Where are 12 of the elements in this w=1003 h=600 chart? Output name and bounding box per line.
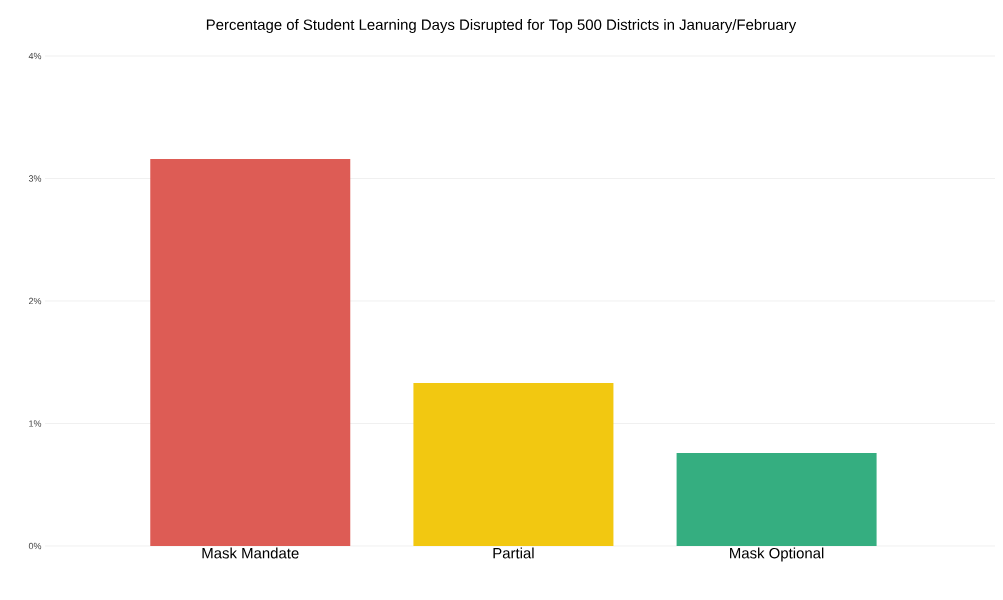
bar (676, 452, 877, 546)
y-tick-label: 1% (29, 420, 42, 427)
x-tick-label: Mask Mandate (202, 547, 299, 559)
bar (413, 383, 614, 546)
x-tick-label: Mask Optional (730, 547, 824, 562)
y-tick-label: 4% (28, 52, 42, 60)
y-tick-label: 2% (28, 297, 42, 305)
bar (150, 158, 351, 546)
y-tick-label: 0% (28, 542, 42, 550)
y-tick-label: 3% (28, 175, 42, 182)
x-tick-label: Partial (493, 547, 534, 559)
chart-title: Percentage of Student Learning Days Disrupted for Top 500 Districts in January/February (206, 19, 797, 33)
